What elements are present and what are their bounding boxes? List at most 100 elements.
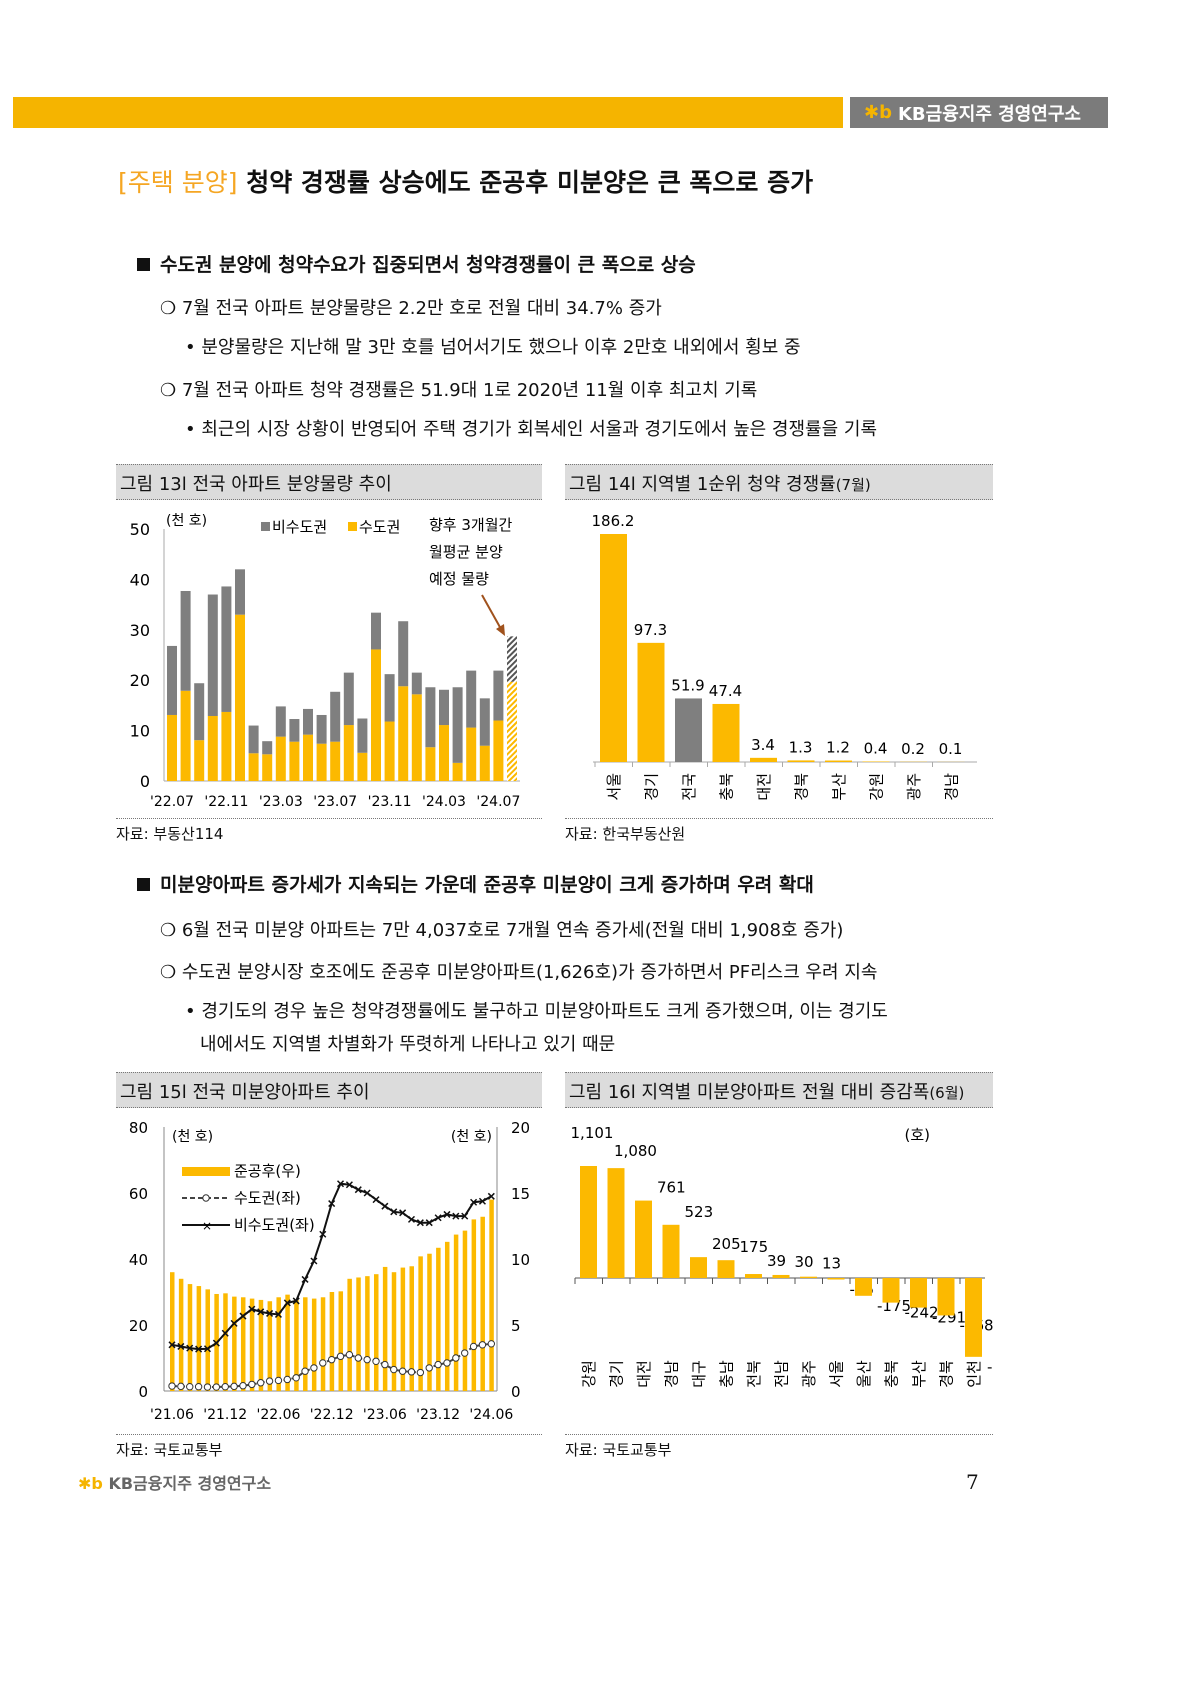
title-text: 청약 경쟁률 상승에도 준공후 미분양은 큰 폭으로 증가 (246, 168, 814, 197)
category-label: 경남 (943, 773, 961, 801)
bar-jungonghu (418, 1256, 423, 1391)
fig13-chart: 0 10 20 30 40 50 (천 호) '22.07 '22.11 '23.03 '23.07… (130, 513, 521, 810)
bar-jungonghu (223, 1293, 228, 1391)
marker-x (301, 1275, 309, 1283)
bar-jungonghu (409, 1266, 414, 1391)
title-suffix: (6월) (929, 1084, 965, 1102)
marker-x (195, 1345, 203, 1353)
x-tick-label: '23.03 (259, 794, 303, 810)
bar-jungonghu (276, 1297, 281, 1391)
y-tick-label: 10 (130, 722, 150, 741)
bar (825, 760, 852, 762)
heading-text: 수도권 분양에 청약수요가 집중되면서 청약경쟁률이 큰 폭으로 상승 (160, 254, 696, 276)
bar-sudogwon (371, 649, 381, 781)
marker-x (452, 1212, 460, 1220)
marker-x (381, 1202, 389, 1210)
marker-circle (274, 1376, 283, 1385)
bar-jungonghu (400, 1267, 406, 1391)
data-label: 47.4 (709, 682, 742, 700)
bar (637, 642, 665, 762)
bar-jungonghu (267, 1301, 273, 1391)
x-tick-label: '23.11 (368, 794, 412, 810)
bar-sudogwon (221, 711, 232, 781)
bar-bisudogwon (235, 569, 245, 615)
legend-marker: × (202, 1219, 212, 1233)
x-tick-label: '21.12 (203, 1407, 247, 1423)
bar (910, 1278, 927, 1308)
bar-jungonghu (338, 1291, 344, 1391)
bar-sudogwon (316, 743, 327, 781)
bullet-text: 경기도의 경우 높은 청약경쟁률에도 불구하고 미분양아파트도 크게 증가했으며… (201, 1001, 888, 1022)
marker-circle (168, 1382, 176, 1390)
sub-bullet: • 최근의 시장 상황이 반영되어 주택 경기가 회복세인 서울과 경기도에서 … (185, 419, 877, 440)
marker-x (461, 1212, 469, 1220)
bullet-text: 7월 전국 아파트 분양물량은 2.2만 호로 전월 대비 34.7% 증가 (181, 298, 662, 319)
marker-circle (265, 1377, 274, 1385)
marker-circle (336, 1352, 345, 1361)
marker-x (416, 1219, 424, 1227)
unit-label: (호) (904, 1126, 930, 1144)
category-label: 전북 (745, 1360, 763, 1388)
marker-circle (186, 1383, 194, 1391)
x-tick-label: '23.07 (313, 794, 357, 810)
y-tick-label: 0 (140, 772, 150, 791)
bar-sudogwon (439, 725, 449, 781)
bar-bisudogwon (439, 689, 449, 726)
bar (882, 1278, 900, 1303)
bar (717, 1260, 735, 1278)
title-suffix: (7월) (835, 476, 871, 494)
bar-bisudogwon (194, 683, 205, 741)
bar (745, 1274, 762, 1278)
bar (772, 1274, 790, 1278)
category-label: 강원 (580, 1360, 598, 1388)
unit-label: (천 호) (166, 513, 207, 529)
bar (662, 1224, 680, 1278)
data-label: 175 (740, 1238, 769, 1256)
bar-sudogwon (235, 614, 245, 781)
bar-jungonghu (285, 1294, 290, 1391)
category-label: 부산 (830, 773, 848, 801)
bar (787, 760, 815, 762)
data-label: 3.4 (751, 736, 775, 754)
fig15-title: 그림 15l 전국 미분양아파트 추이 (116, 1072, 542, 1108)
bar-jungonghu (303, 1297, 308, 1391)
marker-circle (230, 1382, 238, 1391)
marker-x (319, 1230, 327, 1238)
bar-jungonghu (329, 1292, 335, 1391)
page-number: 7 (966, 1470, 979, 1494)
bar-sudogwon (452, 762, 463, 781)
y-tick-label: 20 (130, 671, 150, 690)
bar-bisudogwon (493, 670, 504, 721)
right-tick-label: 0 (511, 1383, 521, 1401)
bar-sudogwon (466, 727, 477, 781)
marker-x (177, 1342, 185, 1350)
category-label: 경남 (663, 1360, 681, 1388)
bar-bisudogwon (316, 714, 327, 744)
bar-jungonghu (178, 1278, 184, 1391)
bar-bisudogwon (479, 698, 490, 746)
y-tick-label: 30 (130, 621, 150, 640)
right-tick-label: 20 (511, 1119, 530, 1137)
bar-bisudogwon (248, 725, 259, 754)
data-label: 1,080 (614, 1142, 657, 1160)
marker-x (443, 1210, 451, 1218)
kb-star-icon: ✱b (864, 102, 892, 123)
bar (750, 757, 777, 762)
bar-jungonghu (320, 1297, 326, 1391)
category-label: 인천 (965, 1360, 983, 1388)
bullet-text: 최근의 시장 상황이 반영되어 주택 경기가 회복세인 서울과 경기도에서 높은… (201, 419, 877, 440)
fig13-source: 자료: 부동산114 (116, 818, 542, 844)
bar (712, 703, 740, 762)
bar-jungonghu (382, 1266, 388, 1391)
page-title: [주택 분양] 청약 경쟁률 상승에도 준공후 미분양은 큰 폭으로 증가 (118, 163, 813, 199)
marker-circle (478, 1341, 487, 1349)
bar (827, 1278, 845, 1280)
marker-x (274, 1310, 282, 1318)
marker-x (478, 1197, 486, 1205)
left-tick-label: 60 (129, 1185, 148, 1203)
marker-circle (487, 1340, 496, 1348)
kb-star-icon: ✱b (78, 1474, 103, 1493)
right-tick-label: 10 (511, 1251, 530, 1269)
category-label: 경기 (608, 1360, 626, 1388)
bar-bisudogwon (371, 612, 381, 650)
